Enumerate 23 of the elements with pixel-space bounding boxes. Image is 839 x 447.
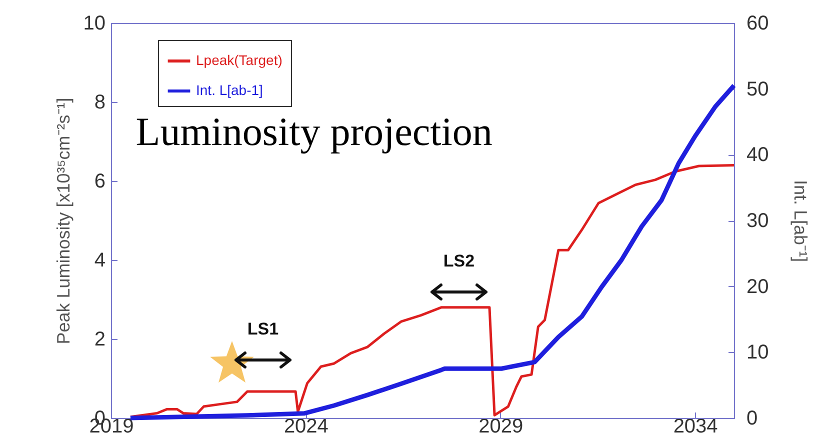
text: Luminosity projection [136, 109, 492, 154]
y2-tick-label: 10 [746, 342, 769, 364]
legend-label: Int. L[ab-1] [196, 82, 263, 98]
x-tick-label: 2024 [284, 416, 328, 438]
y2-tick-label: 30 [746, 210, 769, 232]
annotation: LS1 [247, 319, 279, 338]
y-axis-title: Peak Luminosity [x10³⁵cm⁻²s⁻¹] [53, 98, 74, 344]
legend-label: Lpeak(Target) [196, 52, 282, 68]
y-tick-label: 6 [94, 170, 106, 192]
y2-tick-label: 60 [746, 12, 769, 34]
x-tick-label: 2034 [673, 416, 718, 438]
y2-axis-title: Int. L[ab⁻¹] [790, 180, 811, 262]
y-tick-label: 2 [94, 328, 106, 350]
line-series [128, 83, 736, 420]
y2-tick-label: 40 [746, 144, 769, 166]
y-tick-label: 8 [94, 92, 106, 114]
y2-tick-label: 0 [746, 408, 758, 430]
y-tick-label: 10 [83, 12, 106, 34]
annotation: LS2 [443, 251, 475, 270]
y2-tick-label: 50 [746, 78, 769, 100]
x-tick-label: 2029 [478, 416, 524, 438]
y-tick-label: 4 [94, 250, 106, 272]
y2-tick-label: 20 [746, 276, 769, 298]
